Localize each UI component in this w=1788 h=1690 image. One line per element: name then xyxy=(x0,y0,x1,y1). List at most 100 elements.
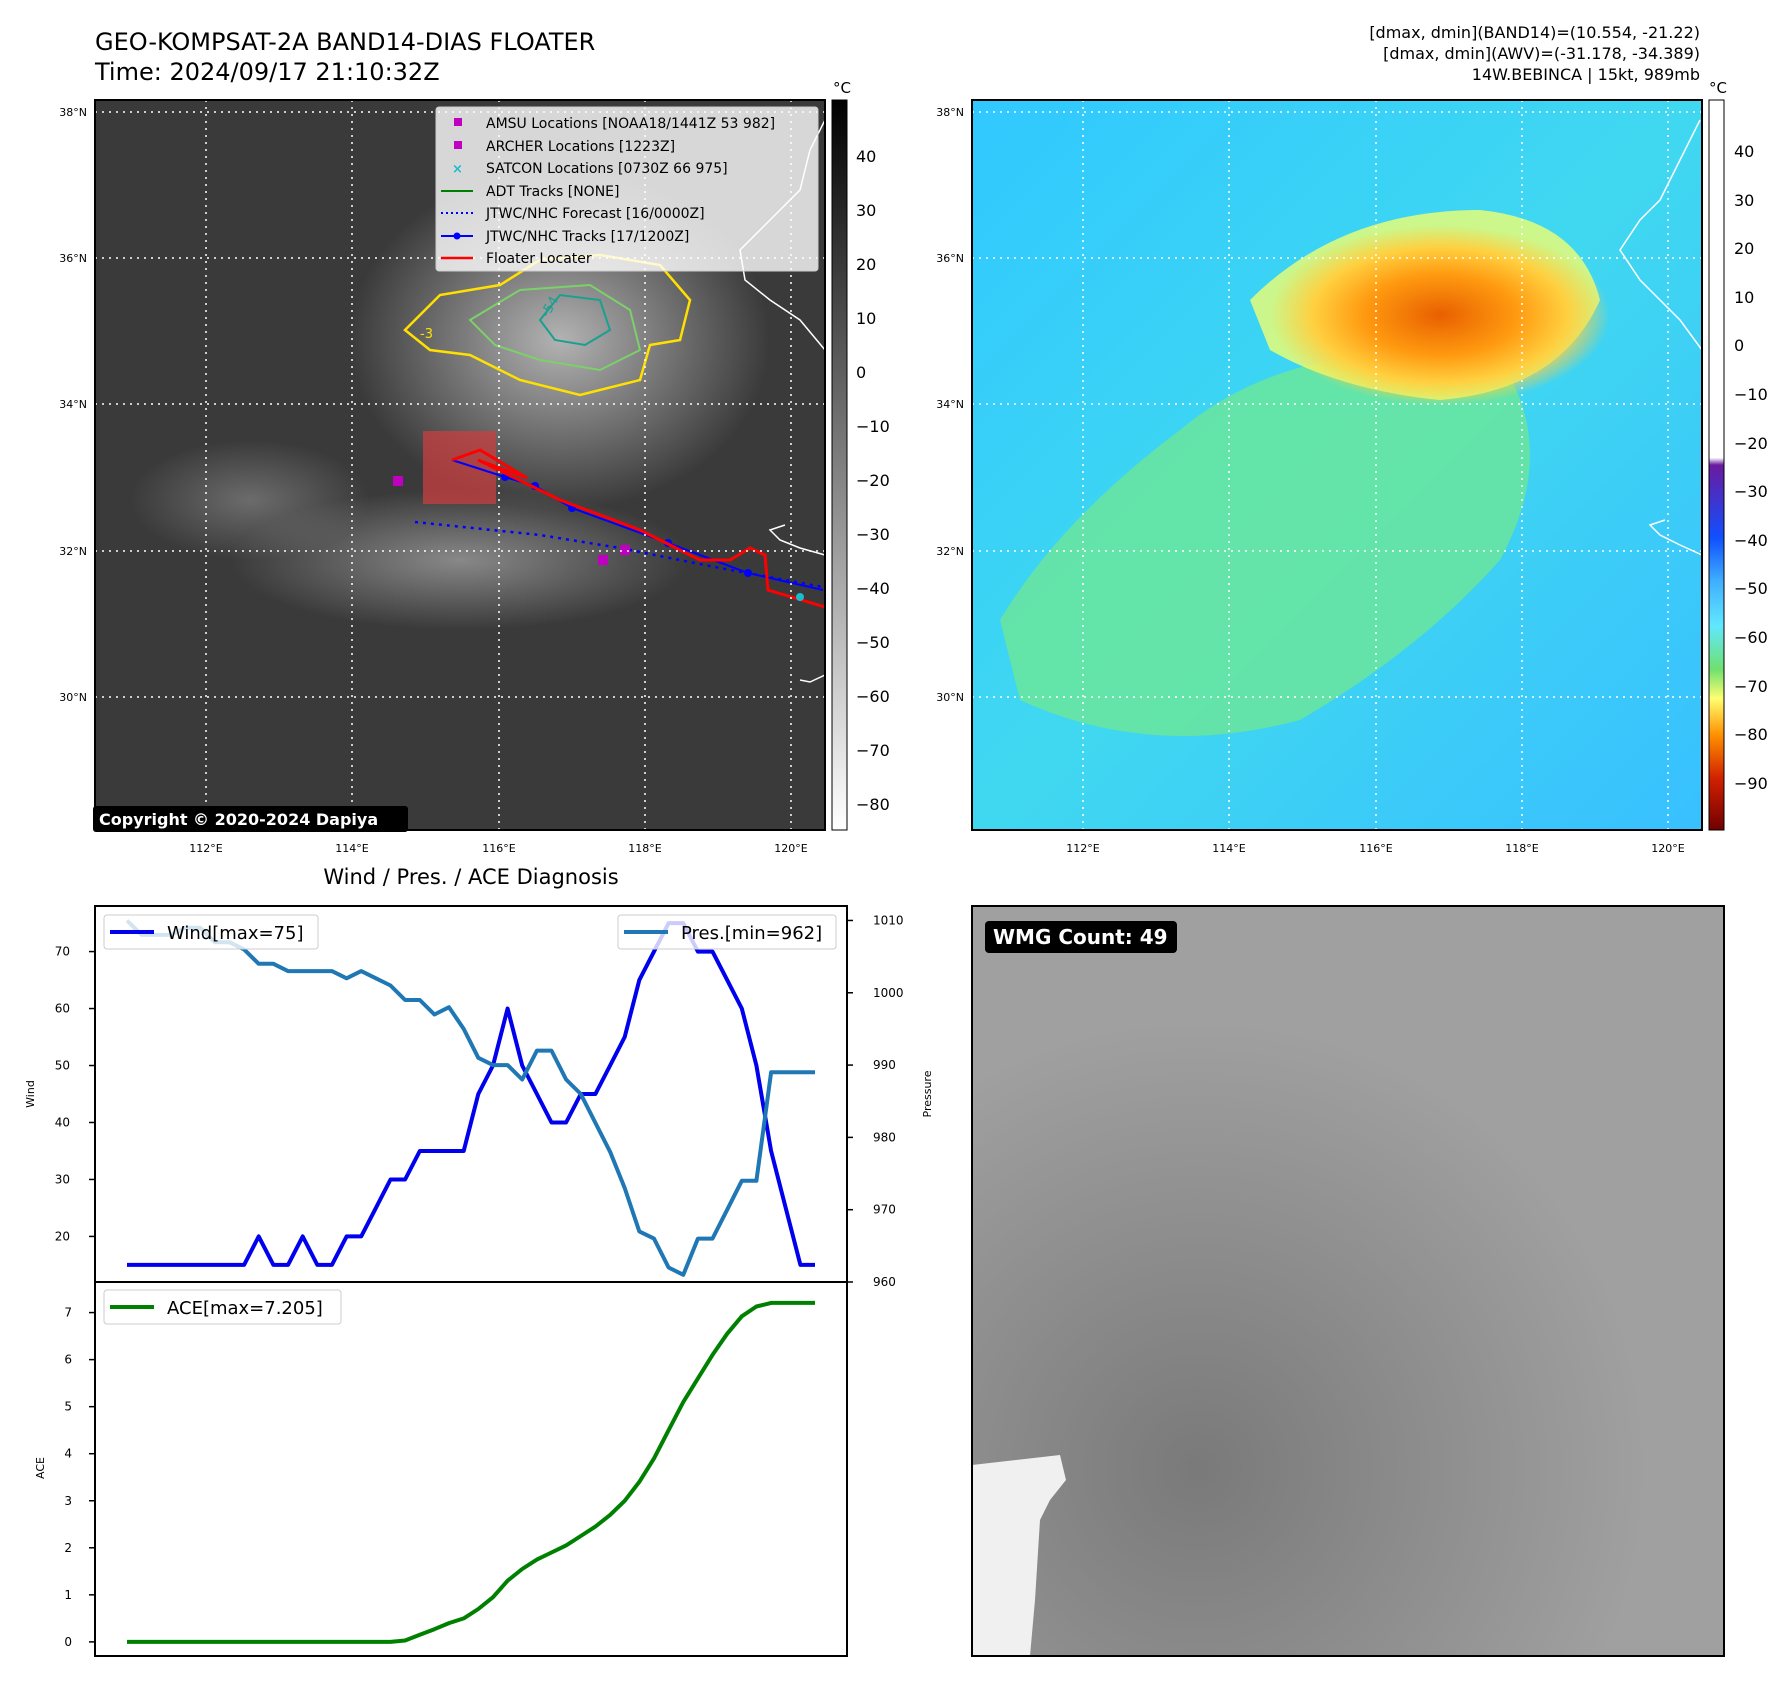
wind-tick-label: 50 xyxy=(55,1059,70,1073)
wmg-count-label: WMG Count: 49 xyxy=(993,925,1168,949)
pressure-legend: Pres.[min=962] xyxy=(617,914,837,950)
awv-colorbar-tick: −30 xyxy=(1734,482,1768,501)
ir-lon-label: 120°E xyxy=(774,842,807,855)
legend-adt-label: ADT Tracks [NONE] xyxy=(486,184,619,200)
ir-lat-label: 32°N xyxy=(59,545,87,558)
wind-pressure-chart: 20 30 40 50 60 70 960 970 980 990 1000 1010 Wind P… xyxy=(24,905,934,1289)
ace-legend: ACE[max=7.205] xyxy=(103,1289,342,1325)
ace-legend-box xyxy=(103,1289,342,1325)
ace-tick-label: 0 xyxy=(64,1635,72,1649)
ir-lat-label: 34°N xyxy=(59,398,87,411)
awv-colorbar-tick: −90 xyxy=(1734,774,1768,793)
awv-colorbar-tick: −10 xyxy=(1734,385,1768,404)
awv-lon-label: 118°E xyxy=(1505,842,1538,855)
ir-colorbar-tick: −70 xyxy=(856,741,890,760)
ace-axis-label: ACE xyxy=(34,1457,47,1479)
awv-moist-band xyxy=(1000,353,1530,736)
floater-box xyxy=(423,431,496,504)
awv-lat-label: 38°N xyxy=(936,106,964,119)
legend-satcon-label: SATCON Locations [0730Z 66 975] xyxy=(486,161,728,177)
ir-coastline-south xyxy=(768,524,826,683)
awv-colorbar-tick: −50 xyxy=(1734,579,1768,598)
info-band14: [dmax, dmin](BAND14)=(10.554, -21.22) xyxy=(1369,23,1700,42)
ir-legend: AMSU Locations [NOAA18/1441Z 53 982] ARC… xyxy=(435,106,819,272)
ace-series-line xyxy=(127,1300,815,1644)
pressure-axis-label: Pressure xyxy=(921,1070,934,1117)
awv-colorbar-tick: 30 xyxy=(1734,191,1754,210)
legend-tracks-dot xyxy=(453,232,461,240)
awv-colorbar-tick: −70 xyxy=(1734,677,1768,696)
pressure-tick-label: 990 xyxy=(873,1058,896,1072)
wind-pressure-plot-frame xyxy=(94,905,848,1283)
ace-ticks: 0 1 2 3 4 5 6 7 xyxy=(64,1306,95,1649)
pressure-tick-label: 1010 xyxy=(873,913,904,927)
wmg-panel: WMG Count: 49 xyxy=(971,905,1725,1657)
wind-tick-label: 20 xyxy=(55,1229,70,1243)
ir-lat-label: 38°N xyxy=(59,106,87,119)
awv-lat-label: 36°N xyxy=(936,252,964,265)
legend-satcon-swatch: × xyxy=(452,162,463,177)
copyright-box xyxy=(93,806,408,832)
ir-colorbar-tick: 40 xyxy=(856,147,876,166)
awv-lat-label: 32°N xyxy=(936,545,964,558)
ir-colorbar-tick: 0 xyxy=(856,363,866,382)
legend-tracks-label: JTWC/NHC Tracks [17/1200Z] xyxy=(485,229,689,245)
awv-colorbar-unit: °C xyxy=(1709,79,1727,97)
awv-lon-label: 120°E xyxy=(1651,842,1684,855)
floater-locater-track xyxy=(451,448,826,609)
awv-colorbar-tick: 40 xyxy=(1734,142,1754,161)
wmg-bright-patch xyxy=(972,1455,1066,1656)
ir-cloud-west xyxy=(130,440,370,560)
ace-tick-label: 5 xyxy=(64,1400,72,1414)
copyright-text: Copyright © 2020-2024 Dapiya xyxy=(99,810,378,829)
ir-colorbar-tick: −80 xyxy=(856,795,890,814)
ace-plot-frame xyxy=(94,1281,848,1657)
ir-lon-label: 112°E xyxy=(189,842,222,855)
wmg-count-box xyxy=(985,921,1177,953)
awv-colorbar-tick: 10 xyxy=(1734,288,1754,307)
legend-forecast-label: JTWC/NHC Forecast [16/0000Z] xyxy=(485,206,705,222)
archer-marker xyxy=(620,545,630,555)
ir-legend-box xyxy=(435,106,819,272)
ir-contour-label-2: -3 xyxy=(420,327,433,342)
ir-colorbar-ticks: 40 30 20 10 0 −10 −20 −30 −40 −50 −60 −7… xyxy=(856,147,890,814)
main-title: GEO-KOMPSAT-2A BAND14-DIAS FLOATER xyxy=(95,28,595,56)
legend-archer-swatch xyxy=(454,141,462,149)
info-awv: [dmax, dmin](AWV)=(-31.178, -34.389) xyxy=(1383,44,1700,63)
ace-tick-label: 6 xyxy=(64,1353,72,1367)
ir-colorbar-tick: 10 xyxy=(856,309,876,328)
awv-core xyxy=(1270,225,1610,405)
ir-colorbar-tick: 20 xyxy=(856,255,876,274)
wind-tick-label: 30 xyxy=(55,1172,70,1186)
awv-colorbar xyxy=(1708,99,1725,831)
ace-tick-label: 2 xyxy=(64,1541,72,1555)
ir-contour-yellow xyxy=(403,253,692,397)
wmg-frame xyxy=(971,905,1725,1657)
awv-colorbar-tick: −80 xyxy=(1734,725,1768,744)
wind-legend-box xyxy=(103,914,319,950)
awv-gridlines xyxy=(972,100,1702,830)
wind-tick-label: 60 xyxy=(55,1002,70,1016)
ace-chart: 0 1 2 3 4 5 6 7 ACE ACE[max=7.205] xyxy=(34,1281,848,1657)
ir-lon-label: 116°E xyxy=(482,842,515,855)
awv-colorbar-tick: 0 xyxy=(1734,336,1744,355)
ir-panel: -54 -3 xyxy=(59,79,890,855)
legend-archer-label: ARCHER Locations [1223Z] xyxy=(486,139,675,155)
wind-ticks: 20 30 40 50 60 70 xyxy=(55,945,95,1243)
ace-legend-label: ACE[max=7.205] xyxy=(167,1298,323,1319)
ace-lines xyxy=(127,1300,815,1644)
wind-legend-label: Wind[max=75] xyxy=(167,923,304,944)
archer-marker xyxy=(393,476,403,486)
wind-axis-label: Wind xyxy=(24,1080,37,1108)
awv-lon-label: 112°E xyxy=(1066,842,1099,855)
time-title: Time: 2024/09/17 21:10:32Z xyxy=(94,58,440,86)
satcon-marker xyxy=(796,593,804,601)
pressure-tick-label: 970 xyxy=(873,1203,896,1217)
awv-coastline xyxy=(1619,119,1703,556)
ir-lat-label: 36°N xyxy=(59,252,87,265)
awv-panel: 38°N 36°N 34°N 32°N 30°N 112°E 114°E 116… xyxy=(936,79,1768,855)
wind-legend: Wind[max=75] xyxy=(103,914,319,950)
legend-amsu-swatch xyxy=(454,118,462,126)
awv-colorbar-ticks: 40 30 20 10 0 −10 −20 −30 −40 −50 −60 −7… xyxy=(1734,142,1768,793)
